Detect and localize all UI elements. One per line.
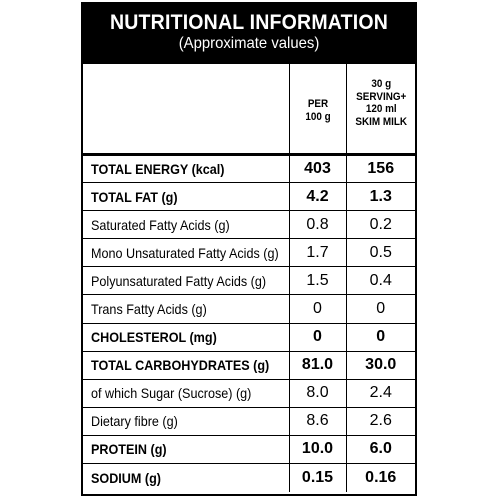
- table-row: TOTAL FAT (g) 4.2 1.3: [83, 182, 415, 212]
- value-per-100g: 4.2: [288, 182, 347, 212]
- table-row: SODIUM (g) 0.15 0.16: [83, 463, 415, 492]
- value-per-100g: 0: [288, 294, 347, 324]
- value-per-serving: 2.6: [345, 406, 415, 436]
- table-row: Dietary fibre (g) 8.6 2.6: [83, 406, 415, 436]
- table-row: TOTAL ENERGY (kcal) 403 156: [83, 152, 415, 184]
- nutrient-label-text: Polyunsaturated Fatty Acids (g): [91, 272, 267, 289]
- nutrient-label-text: TOTAL ENERGY (kcal): [91, 161, 225, 178]
- value-per-serving: 2.4: [345, 378, 415, 408]
- nutrient-label-text: of which Sugar (Sucrose) (g): [91, 385, 252, 402]
- table-row: Mono Unsaturated Fatty Acids (g) 1.7 0.5: [83, 238, 415, 268]
- value-per-serving: 0.5: [345, 238, 415, 268]
- value-per-100g: 8.6: [288, 406, 347, 436]
- nutrient-label: of which Sugar (Sucrose) (g): [83, 378, 290, 408]
- table-row: Polyunsaturated Fatty Acids (g) 1.5 0.4: [83, 266, 415, 296]
- value-per-100g: 0.8: [288, 210, 347, 240]
- value-per-100g: 0: [288, 322, 347, 352]
- nutrition-panel: NUTRITIONAL INFORMATION (Approximate val…: [81, 2, 417, 496]
- value-per-serving: 0.2: [345, 210, 415, 240]
- value-per-serving: 30.0: [345, 350, 415, 380]
- nutrient-label-text: TOTAL CARBOHYDRATES (g): [91, 357, 270, 374]
- value-per-100g: 1.7: [288, 238, 347, 268]
- nutrition-table: PER 100 g 30 g SERVING+ 120 ml SKIM MILK…: [83, 64, 415, 492]
- nutrient-label: CHOLESTEROL (mg): [83, 322, 290, 352]
- nutrient-label-text: Mono Unsaturated Fatty Acids (g): [91, 244, 279, 261]
- value-per-100g: 403: [288, 152, 347, 184]
- panel-subtitle: (Approximate values): [178, 35, 320, 52]
- value-per-100g: 81.0: [288, 350, 347, 380]
- column-header-serving: 30 g SERVING+ 120 ml SKIM MILK: [345, 64, 415, 155]
- value-per-serving: 0.16: [345, 463, 415, 492]
- nutrient-label: Trans Fatty Acids (g): [83, 294, 290, 324]
- table-row: CHOLESTEROL (mg) 0 0: [83, 322, 415, 352]
- nutrient-label: PROTEIN (g): [83, 434, 290, 465]
- value-per-serving: 1.3: [345, 182, 415, 212]
- nutrient-label-text: TOTAL FAT (g): [91, 188, 178, 205]
- value-per-100g: 8.0: [288, 378, 347, 408]
- nutrient-label: TOTAL FAT (g): [83, 182, 290, 212]
- column-header-per-100g: PER 100 g: [288, 64, 347, 155]
- value-per-serving: 0.4: [345, 266, 415, 296]
- nutrient-label: Polyunsaturated Fatty Acids (g): [83, 266, 290, 296]
- column-header-row: PER 100 g 30 g SERVING+ 120 ml SKIM MILK: [83, 64, 415, 155]
- column-header-line: 100 g: [304, 110, 331, 123]
- value-per-100g: 10.0: [288, 434, 347, 465]
- column-header-line: SKIM MILK: [354, 115, 407, 128]
- nutrient-label: TOTAL CARBOHYDRATES (g): [83, 350, 290, 380]
- table-row: TOTAL CARBOHYDRATES (g) 81.0 30.0: [83, 350, 415, 380]
- value-per-serving: 156: [345, 152, 415, 184]
- nutrient-label-text: PROTEIN (g): [91, 441, 167, 458]
- nutrient-label-text: Trans Fatty Acids (g): [91, 301, 207, 318]
- column-header-line: 30 g: [370, 78, 391, 90]
- value-per-serving: 6.0: [345, 434, 415, 465]
- value-per-serving: 0: [345, 322, 415, 352]
- column-header-nutrient: [83, 64, 290, 155]
- nutrient-label: Dietary fibre (g): [83, 406, 290, 436]
- value-per-100g: 0.15: [288, 463, 347, 492]
- value-per-serving: 0: [345, 294, 415, 324]
- table-row: Trans Fatty Acids (g) 0 0: [83, 294, 415, 324]
- nutrient-label-text: SODIUM (g): [91, 469, 161, 486]
- value-per-100g: 1.5: [288, 266, 347, 296]
- nutrient-label-text: Saturated Fatty Acids (g): [91, 216, 230, 233]
- nutrient-label: TOTAL ENERGY (kcal): [83, 152, 290, 184]
- column-header-line: 120 ml: [365, 103, 397, 115]
- column-header-line: PER: [307, 98, 328, 110]
- table-row: Saturated Fatty Acids (g) 0.8 0.2: [83, 210, 415, 240]
- nutrient-label-text: Dietary fibre (g): [91, 413, 178, 430]
- table-row: PROTEIN (g) 10.0 6.0: [83, 434, 415, 465]
- nutrient-label-text: CHOLESTEROL (mg): [91, 329, 217, 346]
- nutrient-label: Saturated Fatty Acids (g): [83, 210, 290, 240]
- nutrient-label: SODIUM (g): [83, 463, 290, 492]
- column-header-line: SERVING+: [355, 90, 406, 103]
- nutrient-label: Mono Unsaturated Fatty Acids (g): [83, 238, 290, 268]
- panel-header: NUTRITIONAL INFORMATION (Approximate val…: [83, 4, 415, 64]
- panel-title: NUTRITIONAL INFORMATION: [109, 11, 389, 34]
- table-row: of which Sugar (Sucrose) (g) 8.0 2.4: [83, 378, 415, 408]
